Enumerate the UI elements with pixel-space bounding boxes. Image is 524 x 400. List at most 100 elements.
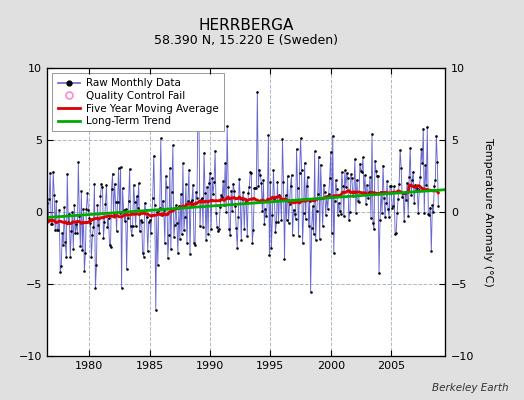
Point [277,216,286,223]
Point [81,250,90,256]
Point [402,197,410,204]
Point [180,227,188,234]
Point [356,160,364,167]
Point [225,226,233,232]
Point [45,196,53,202]
Point [110,212,118,218]
Point [173,250,182,256]
Point [318,194,326,201]
Point [228,208,236,214]
Text: 58.390 N, 15.220 E (Sweden): 58.390 N, 15.220 E (Sweden) [154,34,339,47]
Point [385,214,394,220]
Point [226,232,234,238]
Point [125,166,134,172]
Point [265,252,274,259]
Point [207,226,215,233]
Point [337,169,346,175]
Point [335,208,344,214]
Point [108,170,117,177]
Point [114,165,123,171]
Point [77,188,85,194]
Point [315,236,324,243]
Point [300,160,309,166]
Point [261,206,269,212]
Point [80,268,89,274]
Point [345,217,353,223]
Point [234,214,243,220]
Point [152,209,161,215]
Point [69,246,78,252]
Point [314,154,323,160]
Point [92,262,101,268]
Point [365,189,373,195]
Point [388,204,396,211]
Point [347,171,355,178]
Point [246,169,255,175]
Point [430,182,439,189]
Point [71,230,80,236]
Point [346,209,354,215]
Point [434,203,443,210]
Point [299,210,308,216]
Point [155,207,163,214]
Point [85,215,94,221]
Point [198,195,206,201]
Point [52,198,60,204]
Point [141,207,150,214]
Point [292,146,301,152]
Point [399,190,407,196]
Point [129,182,138,188]
Point [353,176,361,183]
Point [165,232,173,238]
Point [166,165,174,172]
Point [366,174,374,180]
Point [258,208,267,214]
Point [132,223,140,230]
Point [78,247,86,253]
Point [178,231,186,238]
Point [162,184,171,190]
Point [202,237,210,244]
Point [424,210,432,217]
Point [116,164,125,170]
Point [50,192,58,198]
Point [417,146,425,152]
Point [392,230,400,236]
Point [212,209,220,216]
Point [281,192,290,198]
Point [192,189,200,195]
Text: Berkeley Earth: Berkeley Earth [432,383,508,393]
Point [266,179,275,185]
Point [329,132,337,139]
Point [54,227,62,233]
Point [344,175,352,181]
Point [214,228,222,234]
Point [72,221,81,227]
Point [322,212,330,218]
Point [311,148,319,155]
Point [250,185,258,191]
Point [325,175,334,182]
Point [291,216,300,222]
Point [288,232,297,238]
Point [144,248,152,254]
Point [73,230,82,236]
Point [310,231,318,238]
Point [357,168,365,175]
Point [334,212,342,218]
Point [209,190,217,197]
Point [307,289,315,295]
Point [279,179,288,186]
Point [93,201,102,208]
Point [242,198,250,205]
Point [335,200,343,206]
Point [381,214,389,220]
Point [238,196,246,202]
Point [130,198,139,205]
Point [64,219,72,226]
Point [213,224,221,230]
Point [274,219,282,225]
Point [51,227,59,234]
Point [287,172,296,178]
Point [276,196,285,203]
